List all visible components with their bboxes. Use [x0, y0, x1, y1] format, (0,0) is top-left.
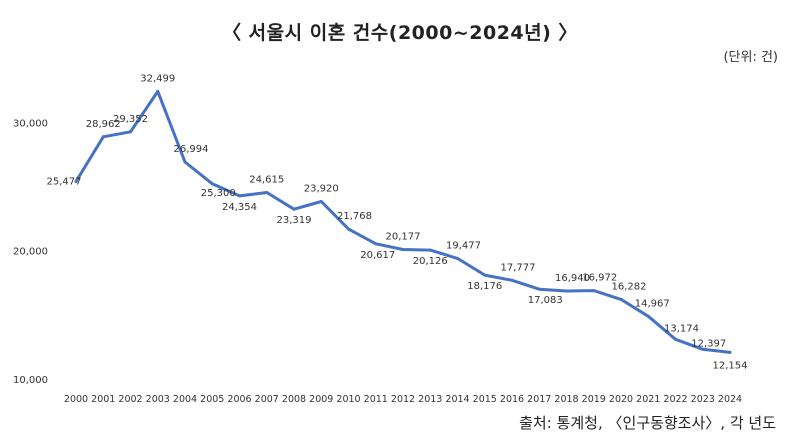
data-point	[265, 191, 269, 195]
x-tick-label: 2020	[609, 394, 633, 405]
data-label: 17,777	[501, 262, 536, 273]
data-point	[101, 135, 105, 139]
data-label: 25,300	[201, 188, 236, 199]
data-label: 20,177	[386, 231, 421, 242]
x-tick-label: 2012	[391, 394, 415, 405]
data-point	[674, 337, 677, 341]
x-tick-label: 2003	[146, 394, 170, 405]
data-point	[728, 350, 732, 354]
x-tick-label: 2000	[64, 394, 88, 405]
data-label: 16,972	[582, 273, 617, 284]
x-tick-label: 2022	[663, 394, 687, 405]
data-point	[701, 347, 705, 351]
y-tick-label: 30,000	[13, 118, 48, 129]
x-tick-label: 2016	[500, 394, 524, 405]
data-label: 18,176	[467, 281, 502, 292]
x-tick-label: 2005	[200, 394, 224, 405]
x-tick-label: 2023	[691, 394, 715, 405]
data-label: 16,940	[555, 273, 590, 284]
x-axis: 2000 2001 2002 2003 2004 2005 2006 2007 2008 2009…	[64, 394, 742, 405]
data-point	[238, 194, 241, 198]
data-label: 17,083	[528, 295, 563, 306]
data-label: 12,397	[691, 338, 726, 349]
data-point	[319, 199, 323, 203]
data-point	[129, 130, 132, 134]
x-tick-label: 2009	[309, 394, 333, 405]
data-label: 19,477	[446, 240, 481, 251]
data-label: 16,282	[612, 281, 647, 292]
x-tick-label: 2008	[282, 394, 306, 405]
data-point	[374, 242, 378, 246]
data-point	[292, 207, 296, 211]
data-label: 25,477	[47, 176, 82, 187]
data-point	[483, 273, 487, 277]
data-label: 21,768	[337, 211, 372, 222]
x-tick-label: 2019	[582, 394, 606, 405]
series-line	[74, 89, 732, 354]
x-tick-label: 2001	[91, 394, 115, 405]
x-tick-label: 2006	[227, 394, 251, 405]
data-point	[74, 179, 78, 183]
x-tick-label: 2017	[527, 394, 551, 405]
source-note: 출처: 통계청, 〈인구동향조사〉, 각 년도	[519, 414, 776, 432]
x-tick-label: 2011	[364, 394, 388, 405]
unit-label: (단위: 건)	[723, 50, 778, 65]
y-axis: 10,000 20,000 30,000	[13, 118, 48, 386]
data-point	[646, 314, 650, 318]
x-tick-label: 2015	[473, 394, 497, 405]
data-point	[565, 289, 568, 293]
data-point	[456, 256, 459, 260]
data-label: 13,174	[664, 323, 699, 334]
data-label: 26,994	[174, 144, 209, 155]
data-point	[401, 247, 405, 251]
data-label: 12,154	[713, 360, 748, 371]
data-label: 20,126	[413, 256, 448, 267]
data-point	[510, 278, 514, 282]
data-point	[428, 248, 432, 252]
data-label: 29,352	[113, 114, 148, 125]
data-label: 23,319	[277, 215, 312, 226]
data-label: 24,615	[249, 175, 284, 186]
x-tick-label: 2014	[445, 394, 469, 405]
x-tick-label: 2004	[173, 394, 197, 405]
data-label: 32,499	[140, 73, 175, 84]
data-point	[183, 160, 187, 164]
data-label: 20,617	[360, 250, 395, 261]
x-tick-label: 2002	[118, 394, 142, 405]
data-label: 28,962	[86, 119, 121, 130]
x-tick-label: 2013	[418, 394, 442, 405]
chart-title: 〈 서울시 이혼 건수(2000~2024년) 〉	[222, 22, 578, 44]
x-tick-label: 2010	[336, 394, 360, 405]
data-point	[210, 182, 214, 186]
y-tick-label: 10,000	[13, 375, 48, 386]
x-tick-label: 2021	[636, 394, 660, 405]
data-point	[592, 289, 596, 293]
data-label: 24,354	[222, 202, 257, 213]
data-point	[537, 287, 541, 291]
data-point	[619, 297, 623, 301]
series-path	[74, 89, 732, 354]
x-tick-label: 2018	[554, 394, 578, 405]
x-tick-label: 2024	[718, 394, 742, 405]
data-point	[156, 89, 160, 93]
data-point	[347, 227, 350, 231]
y-tick-label: 20,000	[13, 247, 48, 258]
data-label: 23,920	[304, 183, 339, 194]
data-label: 14,967	[635, 298, 670, 309]
x-tick-label: 2007	[255, 394, 279, 405]
